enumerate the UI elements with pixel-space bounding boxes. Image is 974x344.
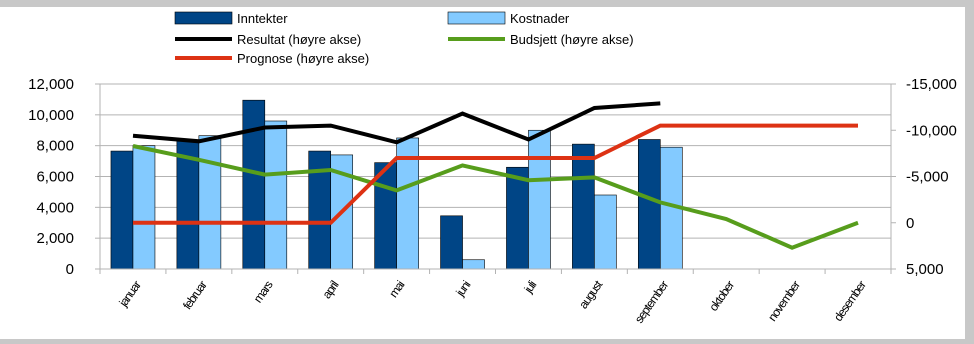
bar-inntekter-september bbox=[637, 139, 661, 270]
left-tick-label: 6,000 bbox=[36, 169, 74, 186]
legend: Inntekter Kostnader Resultat (høyre akse) B… bbox=[174, 11, 634, 66]
left-tick-label: 10,000 bbox=[28, 107, 74, 124]
right-tick-label: 5,000 bbox=[906, 261, 944, 278]
category-label-august: august bbox=[576, 277, 606, 311]
legend-swatch-kostnader bbox=[447, 11, 506, 25]
bar-kostnader-mars bbox=[264, 120, 288, 270]
legend-label: Budsjett (høyre akse) bbox=[510, 32, 634, 47]
category-labels: januar februar mars april mai juni juli august s… bbox=[116, 277, 869, 325]
right-tick-label: -5,000 bbox=[906, 169, 949, 186]
category-label-juli: juli bbox=[521, 278, 539, 296]
series-lines bbox=[132, 101, 859, 250]
bar-inntekter-januar bbox=[110, 150, 134, 270]
left-tick-label: 0 bbox=[66, 261, 74, 278]
bar-kostnader-august bbox=[594, 194, 617, 270]
legend-label: Inntekter bbox=[237, 11, 288, 26]
bars bbox=[110, 99, 683, 270]
bar-kostnader-juli bbox=[528, 129, 551, 270]
left-tick-label: 12,000 bbox=[28, 76, 74, 93]
legend-label: Resultat (høyre akse) bbox=[237, 32, 361, 47]
legend-label: Prognose (høyre akse) bbox=[237, 51, 369, 66]
category-label-februar: februar bbox=[180, 278, 210, 312]
line-prognose bbox=[133, 123, 858, 225]
line-budsjett bbox=[132, 144, 859, 250]
bar-inntekter-juli bbox=[506, 166, 529, 270]
bar-inntekter-mars bbox=[242, 99, 266, 270]
right-axis-ticks: 5,000 0 -5,000 -10,000 -15,000 bbox=[906, 76, 957, 278]
category-label-april: april bbox=[320, 278, 342, 301]
category-label-mai: mai bbox=[386, 278, 407, 300]
category-label-september: september bbox=[632, 278, 671, 326]
category-label-juni: juni bbox=[453, 278, 474, 299]
right-tick-label: -10,000 bbox=[906, 122, 957, 139]
right-tick-label: -15,000 bbox=[906, 76, 957, 93]
left-tick-label: 2,000 bbox=[36, 230, 74, 247]
category-label-november: november bbox=[765, 278, 803, 324]
legend-swatch-inntekter bbox=[174, 11, 233, 25]
bar-inntekter-august bbox=[572, 143, 595, 270]
legend-label: Kostnader bbox=[510, 11, 570, 26]
bar-inntekter-juni bbox=[440, 215, 463, 270]
left-axis-ticks: 0 2,000 4,000 6,000 8,000 10,000 12,000 bbox=[28, 76, 74, 278]
line-resultat bbox=[132, 101, 661, 145]
category-label-januar: januar bbox=[116, 278, 144, 310]
left-tick-label: 8,000 bbox=[36, 138, 74, 155]
bar-kostnader-februar bbox=[198, 135, 222, 270]
axes bbox=[95, 83, 896, 274]
bar-kostnader-januar bbox=[132, 145, 156, 270]
category-label-oktober: oktober bbox=[706, 278, 737, 314]
bar-kostnader-juni bbox=[462, 259, 485, 270]
category-label-mars: mars bbox=[251, 278, 276, 305]
right-tick-label: 0 bbox=[906, 215, 914, 232]
left-tick-label: 4,000 bbox=[36, 199, 74, 216]
category-label-desember: desember bbox=[831, 278, 869, 324]
